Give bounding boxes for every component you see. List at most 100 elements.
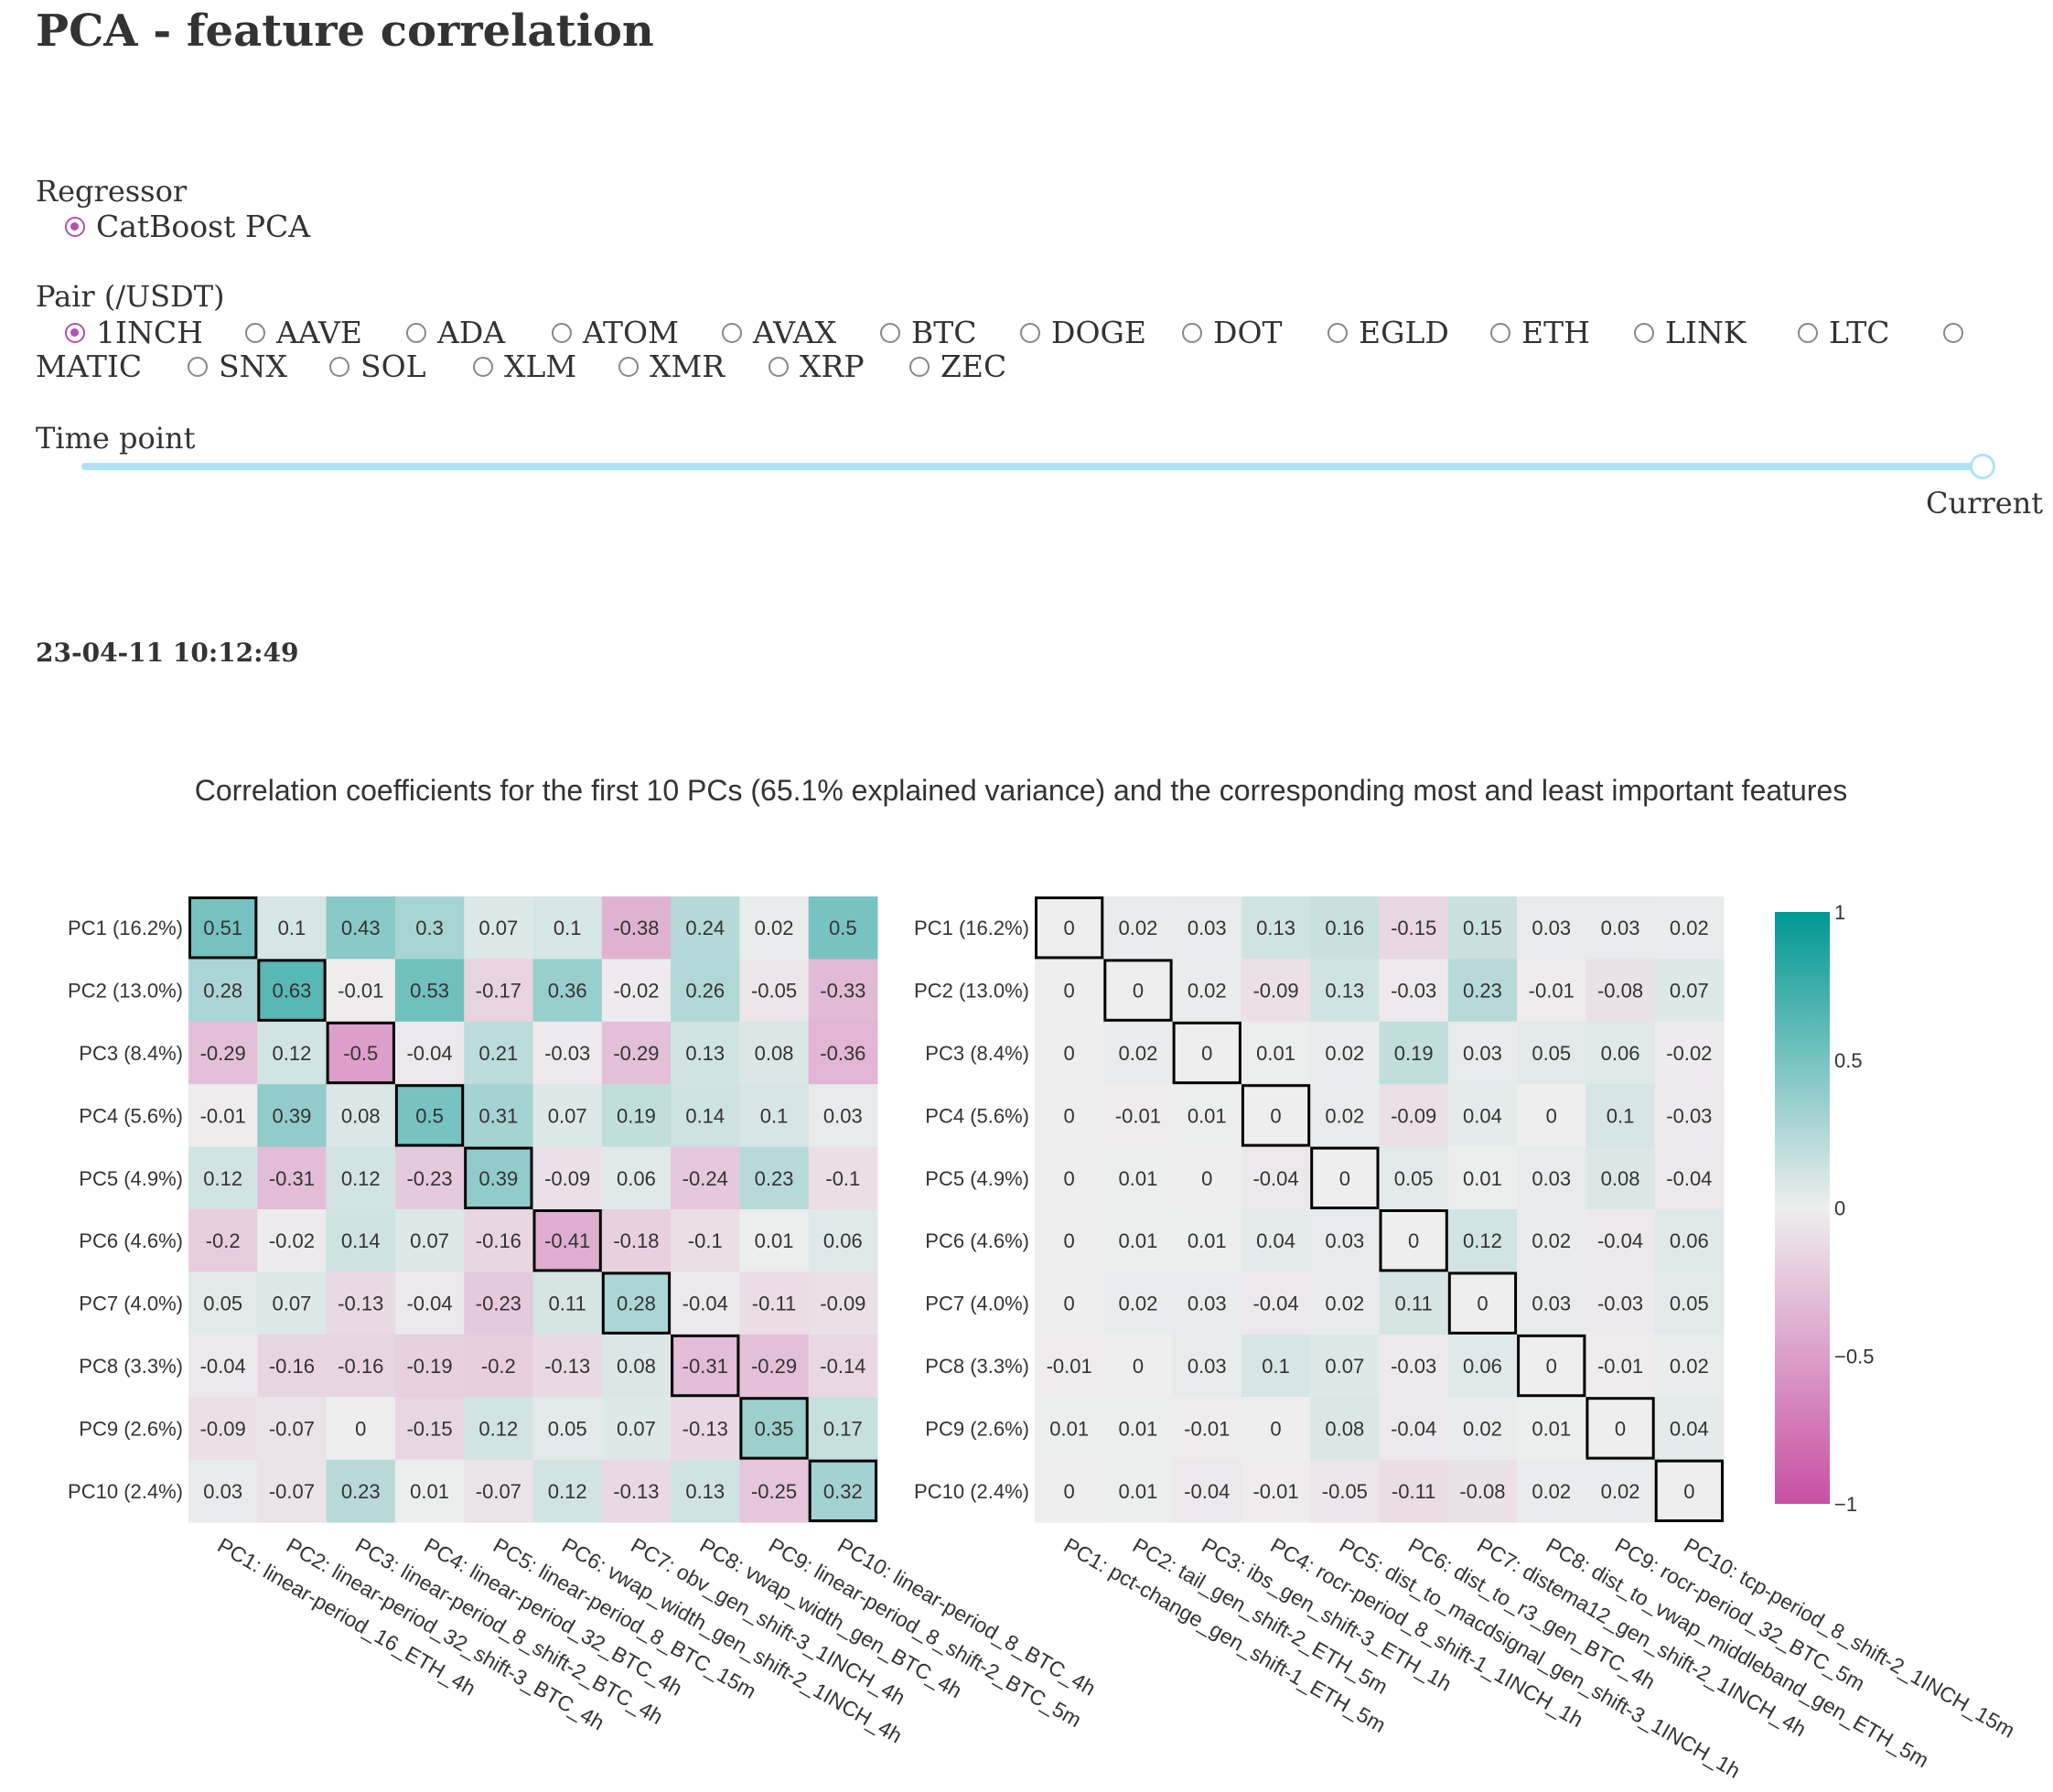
y-axis-tick-label: PC10 (2.4%) [68, 1480, 183, 1503]
pair-option-label: ADA [437, 315, 506, 350]
heatmap-cell [1517, 1397, 1586, 1461]
radio-circle-icon[interactable] [1798, 323, 1818, 343]
diagonal-highlight [1585, 1397, 1655, 1460]
timepoint-slider-handle[interactable] [1970, 454, 1995, 479]
heatmap-cell [1447, 1209, 1518, 1272]
radio-circle-icon[interactable] [769, 357, 789, 377]
cell-value-label: 0.03 [823, 1104, 863, 1127]
cell-value-label: 0.39 [478, 1167, 518, 1190]
heatmap-cell [257, 1459, 328, 1523]
cell-value-label: 0 [1546, 1355, 1557, 1378]
radio-circle-icon[interactable] [329, 357, 349, 377]
radio-circle-icon[interactable] [1490, 323, 1510, 343]
radio-circle-icon[interactable] [909, 357, 930, 377]
colorbar: 1 0.5 0 −0.5 −1 [1775, 901, 1874, 1516]
diagonal-highlight [1241, 1084, 1311, 1147]
cell-value-label: -0.01 [1184, 1417, 1230, 1440]
heatmap-cell [739, 1334, 810, 1398]
cell-value-label: 0.35 [755, 1417, 794, 1440]
heatmap-cell [257, 1146, 328, 1210]
heatmap-cell [1585, 896, 1656, 960]
radio-circle-icon[interactable] [473, 357, 493, 377]
heatmap-panel-1: 0.51 0.1 0.43 0.3 0.07 0.1 -0.38 0.24 0.02 0.5 0.2… [68, 896, 1100, 1748]
heatmap-cell [1310, 1146, 1380, 1210]
cell-value-label: 0.43 [341, 917, 381, 939]
radio-circle-icon[interactable] [552, 323, 572, 343]
cell-value-label: 0 [1064, 917, 1075, 939]
y-axis-tick-label: PC4 (5.6%) [925, 1104, 1029, 1127]
diagonal-highlight [1447, 1272, 1518, 1335]
cell-value-label: 0.02 [755, 917, 794, 939]
y-axis-tick-label: PC7 (4.0%) [925, 1293, 1029, 1315]
cell-value-label: -0.03 [544, 1042, 590, 1065]
chart-title: Correlation coefficients for the first 1… [195, 774, 1848, 807]
heatmap-cell [671, 1021, 740, 1085]
cell-value-label: 0.01 [1119, 1417, 1158, 1440]
heatmap-cell [257, 959, 328, 1023]
heatmap-cell [808, 959, 878, 1023]
heatmap-cell [601, 1021, 672, 1085]
radio-circle-icon[interactable] [65, 323, 85, 343]
radio-circle-icon[interactable] [65, 217, 85, 237]
radio-circle-icon[interactable] [1020, 323, 1040, 343]
radio-circle-icon[interactable] [880, 323, 900, 343]
heatmap-cell [464, 1146, 533, 1210]
heatmap-cell [1035, 1021, 1104, 1085]
heatmap-cell [739, 1146, 810, 1210]
cell-value-label: -0.13 [544, 1355, 590, 1378]
cell-value-label: 0 [1064, 1104, 1075, 1127]
cell-value-label: -0.03 [1597, 1293, 1643, 1315]
heatmap-cell [1447, 1084, 1518, 1148]
heatmap-cell [1172, 1459, 1242, 1523]
heatmap-cell [1585, 1397, 1656, 1461]
heatmap-cell [1654, 1459, 1725, 1523]
pair-option-label: AAVE [276, 315, 362, 350]
heatmap-cell [808, 1146, 878, 1210]
radio-circle-icon[interactable] [1943, 323, 1963, 343]
heatmap-cell [1447, 1397, 1518, 1461]
diagonal-highlight [601, 1272, 672, 1335]
radio-circle-icon[interactable] [188, 357, 208, 377]
heatmap-cell [394, 1459, 465, 1523]
radio-circle-icon[interactable] [1634, 323, 1654, 343]
radio-circle-icon[interactable] [1182, 323, 1202, 343]
heatmap-cell [1310, 1021, 1380, 1085]
cell-value-label: 0.17 [823, 1417, 863, 1440]
timepoint-slider-track[interactable] [81, 463, 1984, 470]
cell-value-label: -0.04 [683, 1293, 728, 1315]
heatmap-cell [188, 1272, 258, 1336]
heatmap-cell [1103, 1209, 1174, 1272]
heatmap-cell [1103, 1459, 1174, 1523]
y-axis-tick-label: PC1 (16.2%) [68, 917, 183, 939]
cell-value-label: 0.03 [203, 1480, 242, 1503]
heatmap-cell [532, 959, 603, 1023]
heatmap-cell [464, 1334, 533, 1398]
radio-circle-icon[interactable] [406, 323, 426, 343]
cell-value-label: 0.03 [1188, 1293, 1227, 1315]
pair-option-label: SNX [219, 349, 287, 384]
cell-value-label: -0.02 [613, 980, 659, 1003]
heatmap-cell [532, 1084, 603, 1148]
radio-circle-icon[interactable] [1327, 323, 1348, 343]
cell-value-label: 0.01 [1463, 1167, 1502, 1190]
heatmap-cell [739, 896, 810, 960]
cell-value-label: -0.38 [613, 917, 659, 939]
radio-circle-icon[interactable] [245, 323, 265, 343]
cell-value-label: 0.1 [278, 917, 306, 939]
cell-value-label: -0.01 [338, 980, 383, 1003]
radio-circle-icon[interactable] [618, 357, 639, 377]
cell-value-label: 0.05 [1532, 1042, 1571, 1065]
heatmap-cell [532, 1397, 603, 1461]
cell-value-label: -0.17 [476, 980, 521, 1003]
diagonal-highlight [808, 1459, 878, 1522]
cell-value-label: -0.31 [683, 1355, 728, 1378]
cell-value-label: 0.23 [755, 1167, 794, 1190]
heatmap-cell [1241, 896, 1311, 960]
cell-value-label: 0 [1546, 1104, 1557, 1127]
cell-value-label: 0.05 [548, 1417, 587, 1440]
radio-circle-icon[interactable] [722, 323, 742, 343]
pair-option-label: SOL [360, 349, 426, 384]
cell-value-label: 0.01 [1119, 1229, 1158, 1252]
heatmap-cell [257, 1209, 328, 1272]
heatmap-cell [601, 959, 672, 1023]
